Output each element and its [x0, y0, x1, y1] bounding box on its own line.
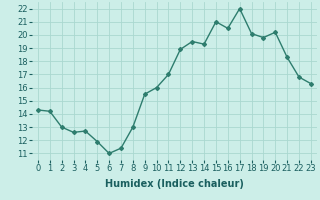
X-axis label: Humidex (Indice chaleur): Humidex (Indice chaleur)	[105, 179, 244, 189]
